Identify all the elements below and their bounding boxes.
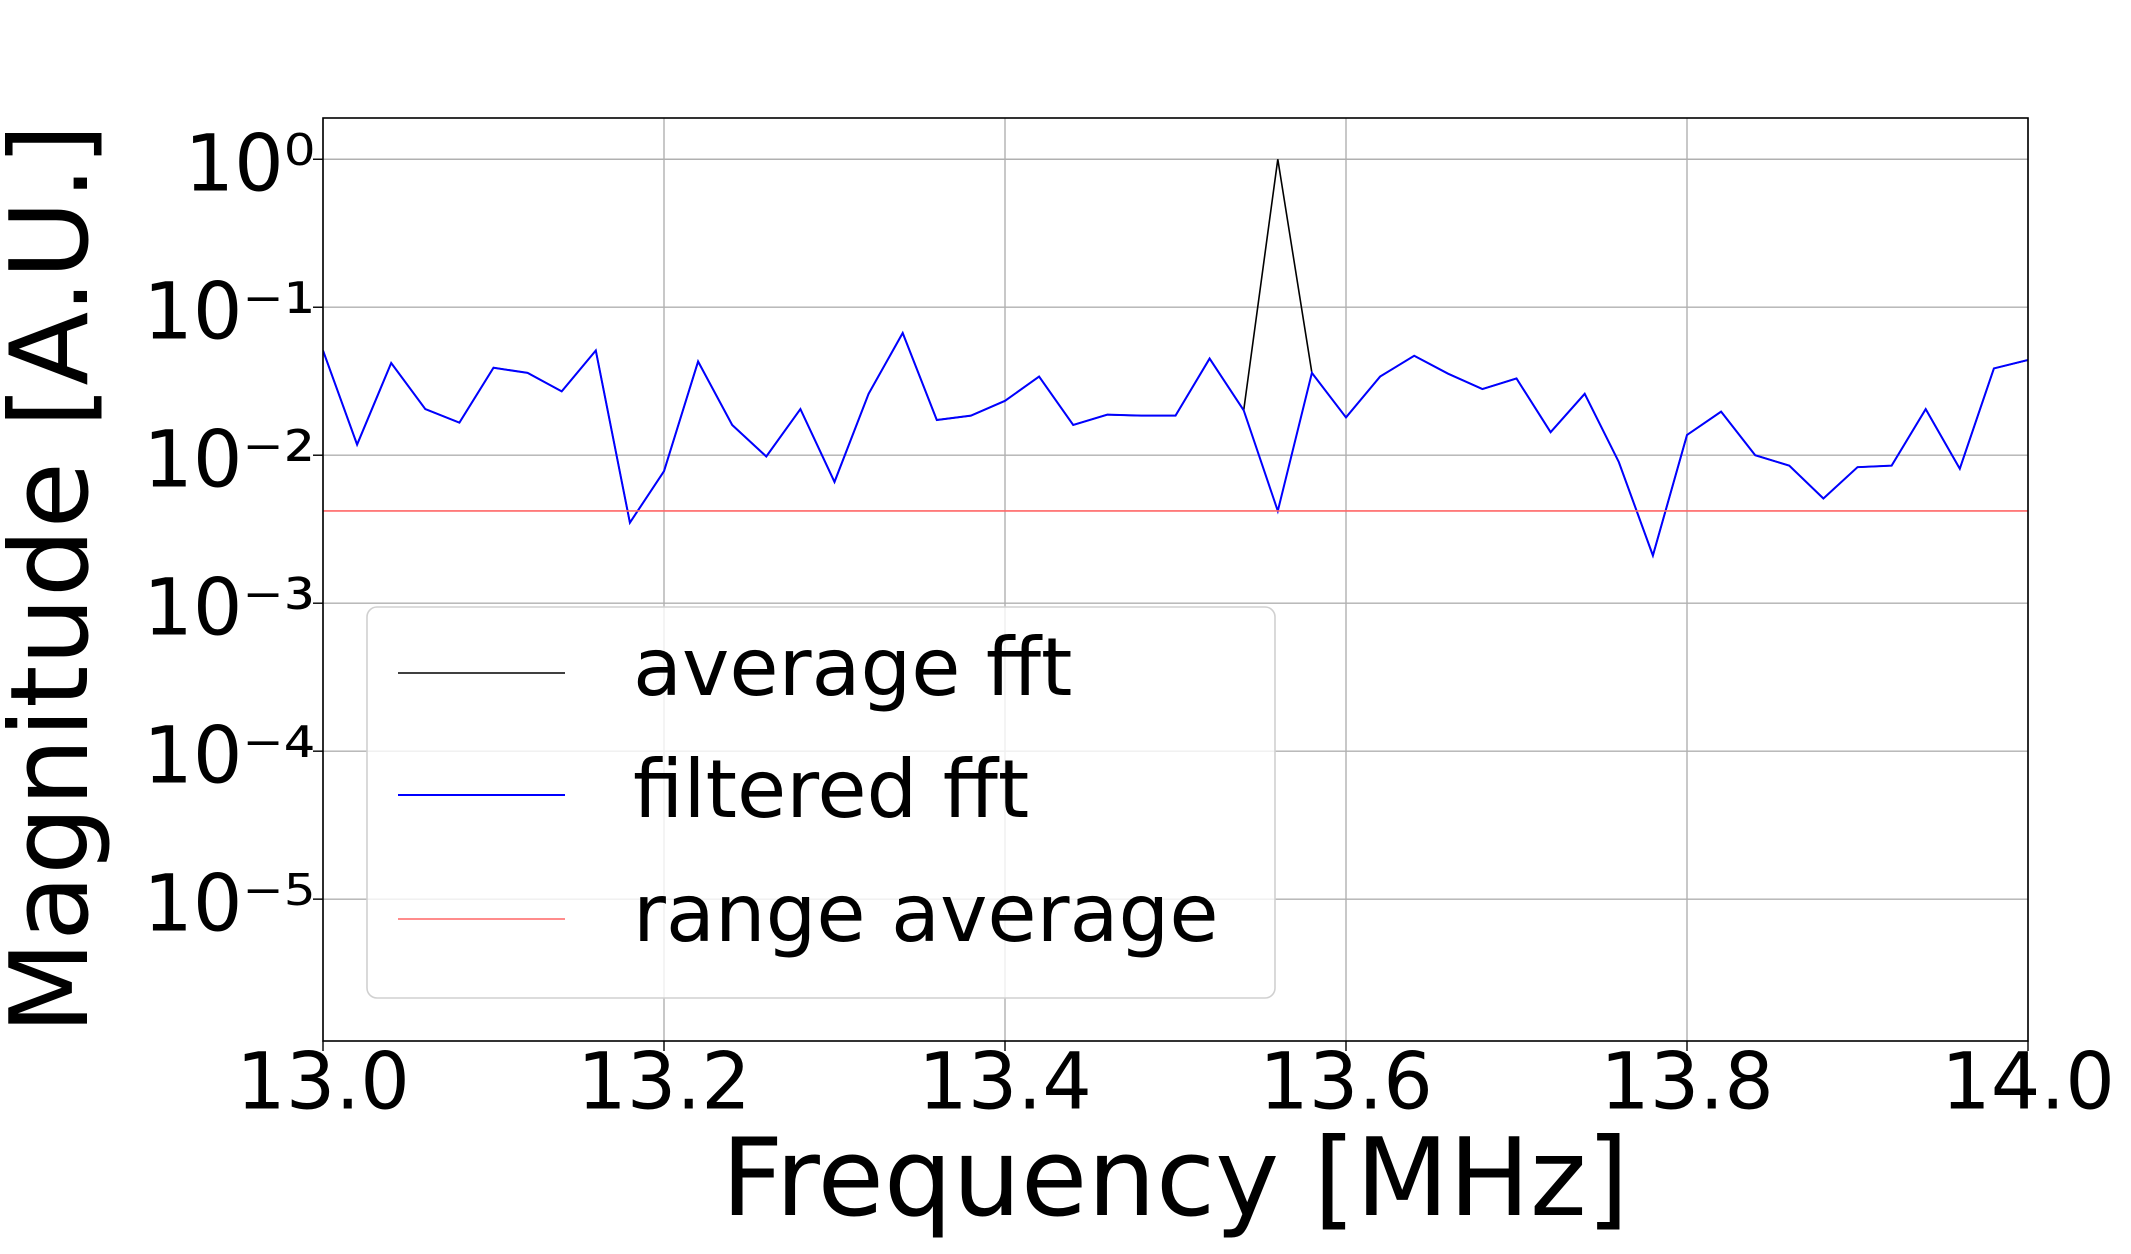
x-tick-label: 13.8 [1600, 1037, 1774, 1127]
legend-box [366, 606, 1276, 999]
x-tick-label: 13.0 [236, 1037, 410, 1127]
plot-frame [322, 117, 2029, 1042]
y-tick-label: 10⁻¹ [143, 268, 315, 358]
x-tick-label: 13.4 [918, 1037, 1092, 1127]
series-line [323, 159, 2028, 559]
legend-label: average fft [633, 621, 1072, 714]
y-tick-label: 10⁻² [143, 416, 315, 506]
x-tick-label: 13.2 [577, 1037, 751, 1127]
legend-label: filtered fft [633, 743, 1029, 836]
y-tick-label: 10⁻⁴ [143, 712, 315, 802]
y-tick-label: 10⁻³ [143, 564, 315, 654]
y-tick-label: 10⁰ [184, 120, 315, 210]
x-tick-label: 14.0 [1941, 1037, 2115, 1127]
y-tick-label: 10⁻⁵ [143, 860, 315, 950]
y-axis-label: Magnitude [A.U.] [0, 124, 113, 1034]
x-axis-label: Frequency [MHz] [721, 1116, 1629, 1241]
legend-label: range average [633, 867, 1219, 960]
x-tick-label: 13.6 [1259, 1037, 1433, 1127]
series-line [323, 330, 2028, 559]
